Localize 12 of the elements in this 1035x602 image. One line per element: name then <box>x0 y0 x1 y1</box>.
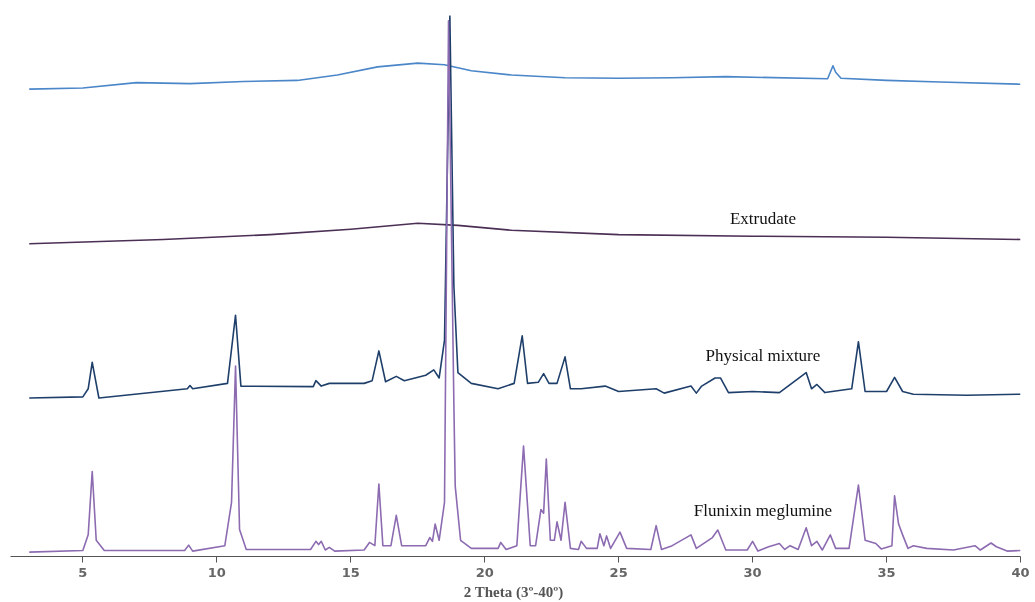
x-tick-label: 25 <box>609 564 628 580</box>
x-axis-title: 2 Theta (3º-40º) <box>463 583 564 601</box>
x-tick-label: 5 <box>78 564 88 580</box>
series-label: Extrudate <box>729 209 796 229</box>
x-tick-label: 40 <box>1011 564 1030 580</box>
x-tick-label: 30 <box>743 564 762 580</box>
x-tick-label: 35 <box>877 564 896 580</box>
x-tick-label: 15 <box>341 564 360 580</box>
x-tick-label: 20 <box>475 564 494 580</box>
series-label: Flunixin meglumine <box>693 500 833 520</box>
x-tick-label: 10 <box>207 564 226 580</box>
series-label: Physical mixture <box>705 345 821 365</box>
